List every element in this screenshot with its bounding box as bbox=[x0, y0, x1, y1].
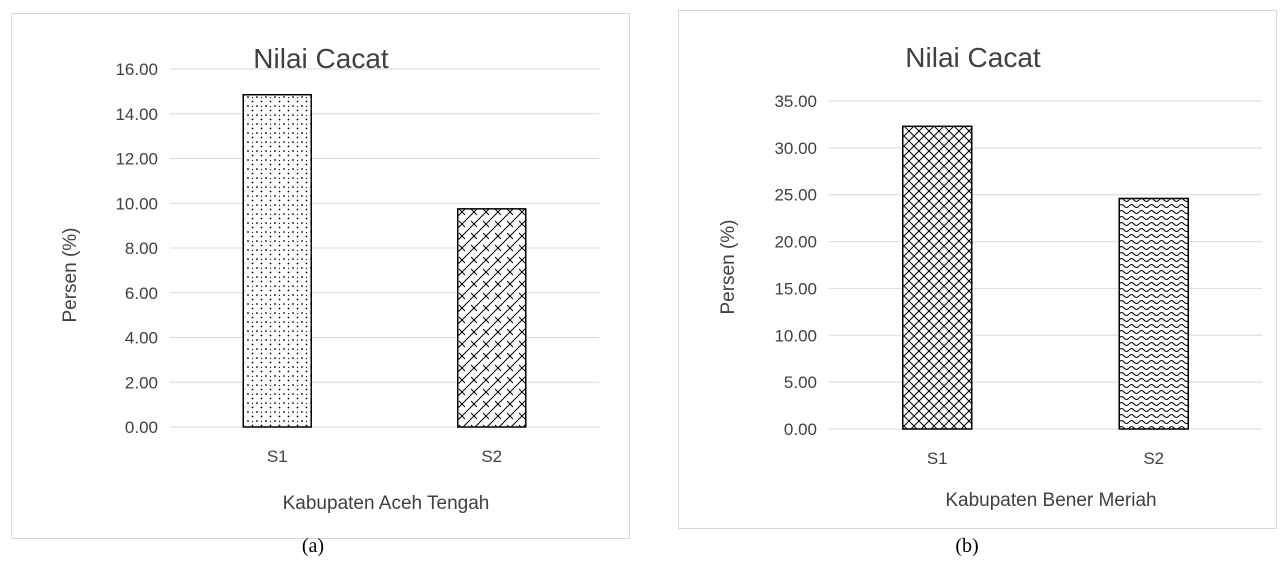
chart-b-svg: Nilai Cacat 0.00 5.00 10.00 15.00 20.00 25.00… bbox=[718, 42, 1262, 511]
chart-a-x-ticks: S1 S2 bbox=[267, 447, 502, 466]
chart-b-title: Nilai Cacat bbox=[905, 42, 1041, 73]
y-tick-label: 10.00 bbox=[115, 194, 158, 213]
y-tick-label: 4.00 bbox=[125, 329, 158, 348]
y-tick-label: 35.00 bbox=[774, 92, 817, 111]
y-tick-label: 14.00 bbox=[115, 105, 158, 124]
chart-b-bars bbox=[902, 125, 1189, 430]
chart-b-x-ticks: S1 S2 bbox=[927, 449, 1164, 468]
caption-b: (b) bbox=[955, 535, 979, 557]
y-tick-label: 12.00 bbox=[115, 150, 158, 169]
chart-a-ylabel: Persen (%) bbox=[60, 227, 81, 322]
chart-b-y-ticks: 0.00 5.00 10.00 15.00 20.00 25.00 30.00 35.00 bbox=[774, 92, 817, 439]
y-tick-label: 10.00 bbox=[774, 326, 817, 345]
chart-a-gridlines bbox=[170, 68, 599, 428]
y-tick-label: 8.00 bbox=[125, 239, 158, 258]
caption-a: (a) bbox=[301, 535, 325, 557]
y-tick-label: 5.00 bbox=[784, 373, 817, 392]
chart-panel-a: Nilai Cacat 0.00 2.00 4.00 6.00 8.00 10.00 12.… bbox=[11, 13, 630, 539]
chart-a-svg: Nilai Cacat 0.002.004.006.008.0010.0012.… bbox=[60, 43, 599, 514]
chart-a-y-ticks: 0.00 2.00 4.00 6.00 8.00 10.00 12.00 14.00 16.00 bbox=[115, 60, 158, 437]
x-tick-label: S1 bbox=[927, 449, 948, 468]
y-tick-label: 2.00 bbox=[125, 373, 158, 392]
y-tick-label: 15.00 bbox=[774, 279, 817, 298]
y-tick-label: 0.00 bbox=[784, 420, 817, 439]
x-tick-label: S1 bbox=[267, 447, 288, 466]
y-tick-label: 25.00 bbox=[774, 186, 817, 205]
x-tick-label: S2 bbox=[1143, 449, 1164, 468]
bar-s2 bbox=[1118, 197, 1189, 430]
bar-s1 bbox=[242, 93, 312, 428]
chart-a-bars bbox=[242, 93, 527, 428]
y-tick-label: 0.00 bbox=[125, 418, 158, 437]
y-tick-label: 20.00 bbox=[774, 233, 817, 252]
chart-b-xlabel: Kabupaten Bener Meriah bbox=[945, 490, 1156, 511]
y-tick-label: 16.00 bbox=[115, 60, 158, 79]
bar-s2 bbox=[457, 208, 527, 428]
x-tick-label: S2 bbox=[481, 447, 502, 466]
y-tick-label: 30.00 bbox=[774, 139, 817, 158]
chart-a-xlabel: Kabupaten Aceh Tengah bbox=[283, 493, 490, 514]
y-tick-label: 6.00 bbox=[125, 284, 158, 303]
chart-b-gridlines bbox=[829, 100, 1262, 430]
chart-panel-b: Nilai Cacat 0.00 5.00 10.00 15.00 20.00 25.00… bbox=[678, 10, 1277, 529]
bar-s1 bbox=[902, 125, 973, 430]
chart-b-ylabel: Persen (%) bbox=[718, 219, 739, 314]
